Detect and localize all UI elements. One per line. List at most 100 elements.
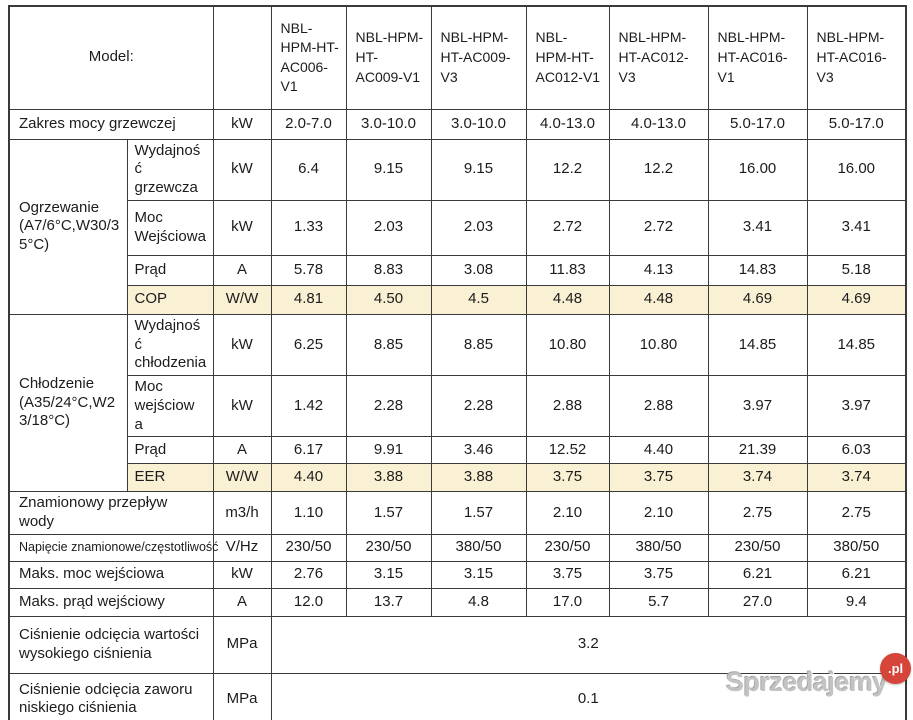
row-low-pressure-cutoff: Ciśnienie odcięcia zaworu niskiego ciśni…: [8, 672, 907, 720]
value-cell: 10.80: [608, 313, 709, 377]
unit-cell: MPa: [212, 672, 272, 720]
value-cell: 1.42: [270, 374, 347, 438]
value-cell: 3.75: [525, 560, 610, 589]
value-cell: 9.91: [345, 436, 432, 465]
unit-cell: MPa: [212, 615, 272, 674]
value-cell: 2.72: [525, 199, 610, 256]
row-high-pressure-cutoff: Ciśnienie odcięcia wartości wysokiego ci…: [8, 615, 907, 674]
value-cell: 8.83: [345, 254, 432, 286]
row-zakres-mocy: Zakres mocy grzewczej kW 2.0-7.0 3.0-10.0…: [8, 108, 907, 140]
row-label: Ciśnienie odcięcia zaworu niskiego ciśni…: [8, 672, 214, 720]
value-cell: 4.69: [707, 284, 808, 315]
row-label: Maks. moc wejściowa: [8, 560, 214, 589]
value-cell: 6.4: [270, 138, 347, 201]
value-cell: 3.41: [707, 199, 808, 256]
row-max-input-power: Maks. moc wejściowa kW 2.76 3.15 3.15 3.75 3…: [8, 560, 907, 589]
value-cell: 4.5: [430, 284, 527, 315]
row-label: Wydajność grzewcza: [126, 138, 214, 201]
value-cell: 9.4: [806, 587, 907, 617]
model-header-row: Model: NBL-HPM-HT-AC006-V1 NBL-HPM-HT-AC0…: [8, 5, 907, 110]
heating-group-label: Ogrzewanie (A7/6°C,W30/35°C): [8, 138, 128, 315]
unit-cell: kW: [212, 374, 272, 438]
value-cell: 1.33: [270, 199, 347, 256]
watermark-text: Sprzedajemy: [726, 667, 888, 697]
row-label: EER: [126, 463, 214, 493]
value-cell: 5.0-17.0: [806, 108, 907, 140]
value-cell: 3.15: [430, 560, 527, 589]
value-cell: 6.21: [707, 560, 808, 589]
row-label: Napięcie znamionowe/częstotliwość: [8, 533, 218, 562]
value-cell: 3.75: [608, 463, 709, 493]
value-cell: 5.7: [608, 587, 709, 617]
value-cell: 12.2: [525, 138, 610, 201]
value-cell: 9.15: [430, 138, 527, 201]
value-cell: 11.83: [525, 254, 610, 286]
model-label-cell: Model:: [8, 5, 214, 110]
value-cell: 4.40: [270, 463, 347, 493]
model-name-cell: NBL-HPM-HT-AC009-V3: [430, 5, 527, 110]
value-cell: 4.48: [608, 284, 709, 315]
model-name-cell: NBL-HPM-HT-AC006-V1: [270, 5, 347, 110]
model-name-cell: NBL-HPM-HT-AC012-V3: [608, 5, 709, 110]
value-cell: 3.75: [525, 463, 610, 493]
row-heating-current: Prąd A 5.78 8.83 3.08 11.83 4.13 14.83 5.18: [9, 254, 907, 286]
value-cell: 3.41: [806, 199, 907, 256]
row-cop: COP W/W 4.81 4.50 4.5 4.48 4.48 4.69 4.69: [9, 284, 907, 315]
unit-cell: kW: [212, 138, 272, 201]
value-cell: 3.0-10.0: [345, 108, 432, 140]
model-name-cell: NBL-HPM-HT-AC012-V1: [525, 5, 610, 110]
row-label: Prąd: [126, 254, 214, 286]
spec-table: Model: NBL-HPM-HT-AC006-V1 NBL-HPM-HT-AC0…: [8, 5, 907, 720]
cooling-group-label: Chłodzenie (A35/24°C,W23/18°C): [8, 313, 128, 493]
value-cell: 2.76: [270, 560, 347, 589]
value-cell: 10.80: [525, 313, 610, 377]
value-cell: 4.13: [608, 254, 709, 286]
value-cell: 16.00: [707, 138, 808, 201]
row-label: Moc Wejściowa: [126, 199, 214, 256]
model-name-cell: NBL-HPM-HT-AC016-V3: [806, 5, 907, 110]
value-cell: 4.81: [270, 284, 347, 315]
value-cell: 8.85: [345, 313, 432, 377]
row-label: Wydajność chłodzenia: [126, 313, 214, 377]
value-cell: 14.85: [707, 313, 808, 377]
value-cell: 3.0-10.0: [430, 108, 527, 140]
value-cell: 17.0: [525, 587, 610, 617]
value-cell: 3.75: [608, 560, 709, 589]
value-cell: 12.0: [270, 587, 347, 617]
value-cell: 2.03: [430, 199, 527, 256]
unit-cell: kW: [212, 313, 272, 377]
value-cell: 12.52: [525, 436, 610, 465]
value-cell: 4.69: [806, 284, 907, 315]
value-cell: 1.57: [345, 491, 432, 535]
row-cooling-capacity: Chłodzenie (A35/24°C,W23/18°C) Wydajność…: [8, 313, 907, 493]
model-unit-spacer-cell: [212, 5, 272, 110]
span-value-cell: 3.2: [270, 615, 907, 674]
value-cell: 3.08: [430, 254, 527, 286]
value-cell: 6.21: [806, 560, 907, 589]
watermark-pl-badge-icon: .pl: [880, 653, 912, 684]
value-cell: 2.28: [430, 374, 527, 438]
value-cell: 1.10: [270, 491, 347, 535]
value-cell: 3.97: [707, 374, 808, 438]
unit-cell: W/W: [212, 463, 272, 493]
value-cell: 2.72: [608, 199, 709, 256]
value-cell: 3.88: [345, 463, 432, 493]
value-cell: 2.28: [345, 374, 432, 438]
unit-cell: W/W: [212, 284, 272, 315]
value-cell: 16.00: [806, 138, 907, 201]
row-label: Maks. prąd wejściowy: [8, 587, 214, 617]
value-cell: 380/50: [430, 533, 527, 562]
row-label: Prąd: [126, 436, 214, 465]
unit-cell: A: [212, 254, 272, 286]
value-cell: 12.2: [608, 138, 709, 201]
value-cell: 3.46: [430, 436, 527, 465]
unit-cell: kW: [212, 199, 272, 256]
row-voltage-frequency: Napięcie znamionowe/częstotliwość V/Hz 2…: [8, 533, 907, 562]
unit-cell: V/Hz: [212, 533, 272, 562]
unit-cell: kW: [212, 560, 272, 589]
row-max-input-current: Maks. prąd wejściowy A 12.0 13.7 4.8 17.0 5.…: [8, 587, 907, 617]
value-cell: 4.50: [345, 284, 432, 315]
value-cell: 3.97: [806, 374, 907, 438]
row-label: Zakres mocy grzewczej: [8, 108, 214, 140]
value-cell: 6.25: [270, 313, 347, 377]
